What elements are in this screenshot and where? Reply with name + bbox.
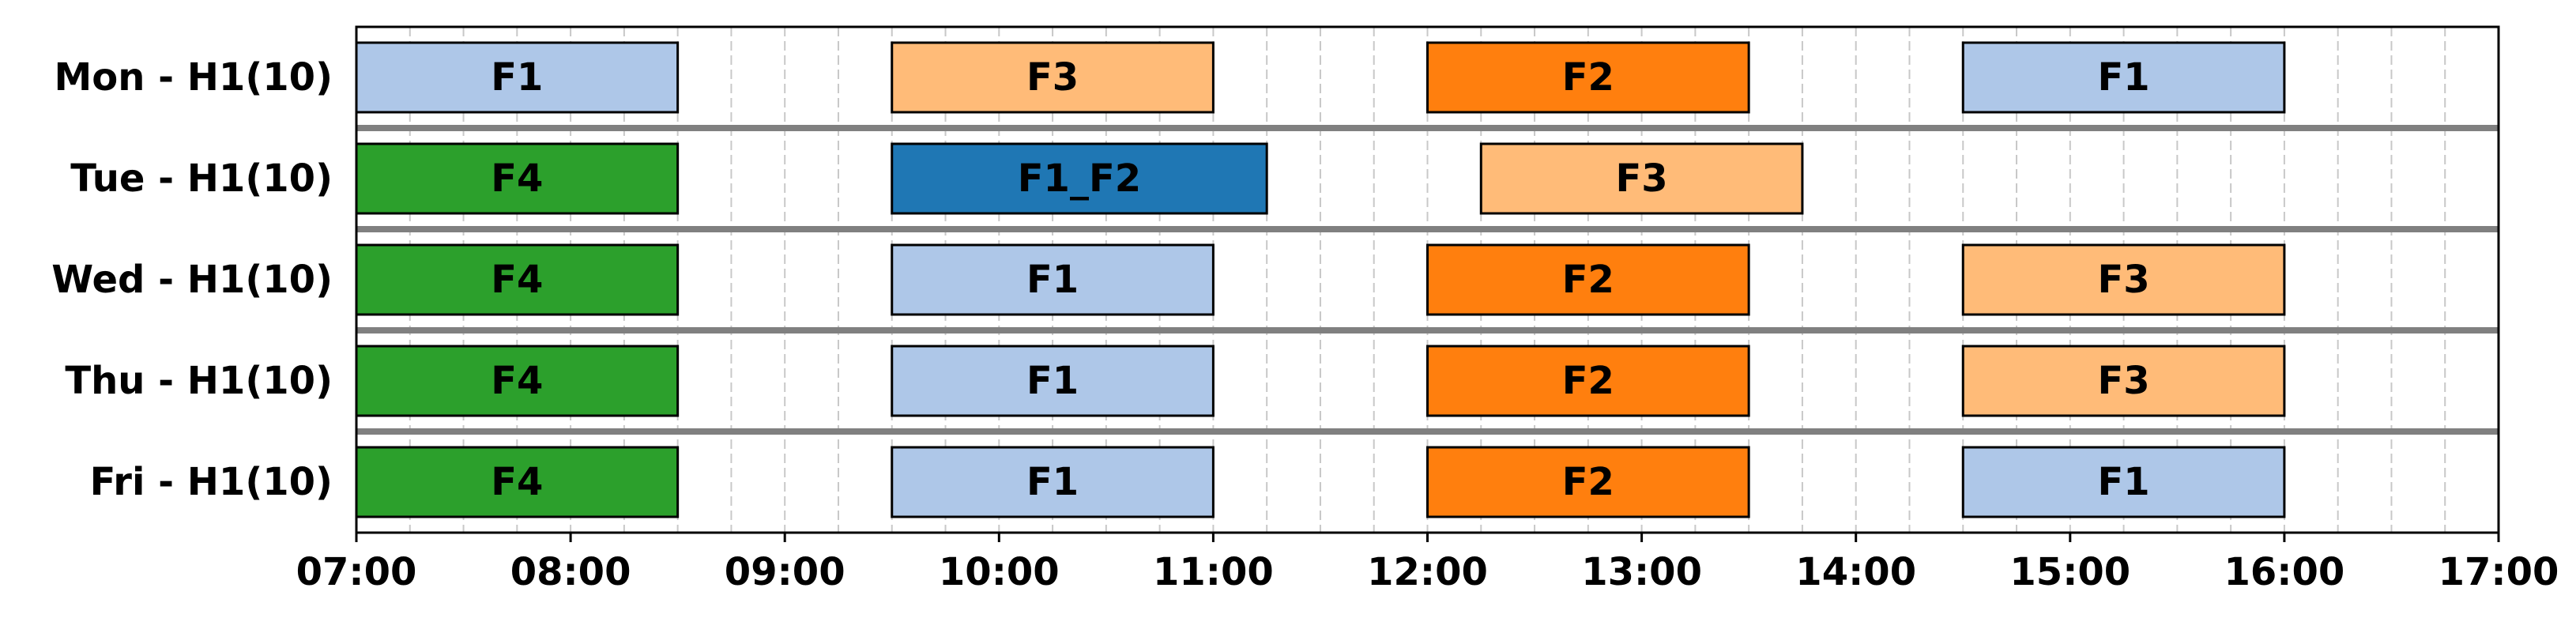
task-bars: F1 F3 F2 F1 F4 F1_F2 F3 F4 F1 F2 F3 F4 F1 F2 F3 F4 F1 F2 F… [355,41,2286,518]
task-bar [355,243,680,316]
task-bar [891,243,1215,316]
x-tick-label: 16:00 [2224,550,2345,594]
x-tick-label: 09:00 [725,550,845,594]
task-label: F4 [491,258,543,302]
row-label: Tue - H1(10) [70,156,333,201]
x-tick-label: 15:00 [2009,550,2130,594]
task-bar [355,345,680,417]
task-label: F1_F2 [1018,156,1141,201]
task-label: F3 [1616,156,1668,201]
x-tick-label: 13:00 [1581,550,1702,594]
task-bar [1961,345,2286,417]
x-tick-label: 14:00 [1795,550,1916,594]
task-bar [1426,446,1750,518]
row-label: Thu - H1(10) [65,359,333,403]
task-label: F2 [1562,55,1614,100]
row-label: Mon - H1(10) [55,55,333,100]
x-tick-label: 11:00 [1153,550,1274,594]
x-tick-label: 10:00 [939,550,1060,594]
task-label: F4 [491,359,543,403]
x-tick-label: 08:00 [510,550,631,594]
task-label: F3 [1026,55,1079,100]
task-label: F3 [2097,258,2149,302]
row-labels: Mon - H1(10) Tue - H1(10) Wed - H1(10) Thu … [51,55,333,504]
task-label: F4 [491,460,543,504]
task-bar [1426,243,1750,316]
task-bar [1961,41,2286,114]
task-label: F2 [1562,460,1614,504]
x-tick-label: 17:00 [2439,550,2559,594]
task-bar [891,142,1268,215]
x-tick-label: 12:00 [1367,550,1488,594]
task-label: F3 [2097,359,2149,403]
task-bar [891,345,1215,417]
task-bar [1426,345,1750,417]
row-label: Fri - H1(10) [90,460,333,504]
task-bar [1426,41,1750,114]
task-label: F1 [2097,55,2149,100]
task-bar [355,142,680,215]
task-bar [1961,243,2286,316]
task-label: F1 [2097,460,2149,504]
x-tick-label: 07:00 [296,550,417,594]
task-label: F2 [1562,359,1614,403]
task-label: F1 [491,55,543,100]
task-label: F1 [1026,359,1079,403]
task-label: F1 [1026,258,1079,302]
task-label: F1 [1026,460,1079,504]
task-bar [355,41,680,114]
row-label: Wed - H1(10) [51,258,333,302]
plot-frame [355,25,2500,534]
x-axis-ticks: 07:00 08:00 09:00 10:00 11:00 12:00 13:00 14:00… [296,533,2559,594]
task-bar [355,446,680,518]
task-bar [1961,446,2286,518]
task-bar [891,446,1215,518]
task-bar [891,41,1215,114]
row-separators [356,125,2499,435]
task-label: F4 [491,156,543,201]
task-bar [1479,142,1804,215]
task-label: F2 [1562,258,1614,302]
